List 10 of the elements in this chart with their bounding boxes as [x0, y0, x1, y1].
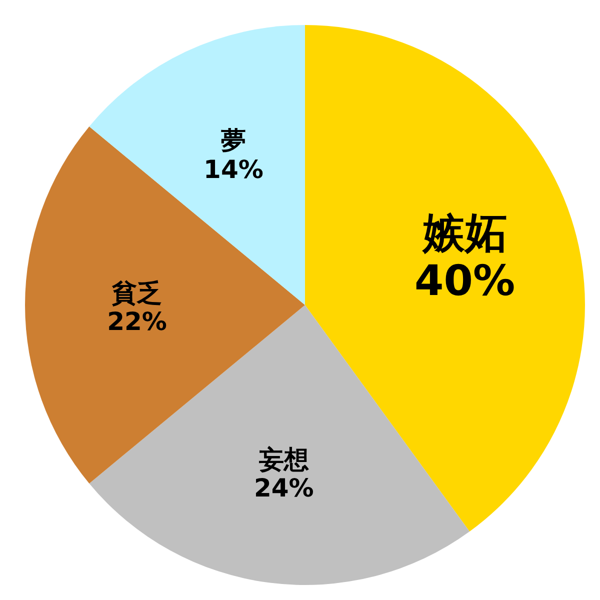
data-label: 22% — [107, 307, 167, 336]
slice-label: 夢 — [220, 126, 246, 156]
data-label: 14% — [204, 154, 264, 184]
slice-label: 嫉妬 — [420, 208, 507, 257]
pie-slice — [89, 25, 305, 305]
pie-slice — [89, 305, 470, 585]
data-label: 24% — [254, 474, 314, 503]
slice-label: 妄想 — [258, 444, 309, 474]
slice-label: 貧乏 — [111, 278, 162, 308]
data-label: 40% — [414, 256, 516, 306]
